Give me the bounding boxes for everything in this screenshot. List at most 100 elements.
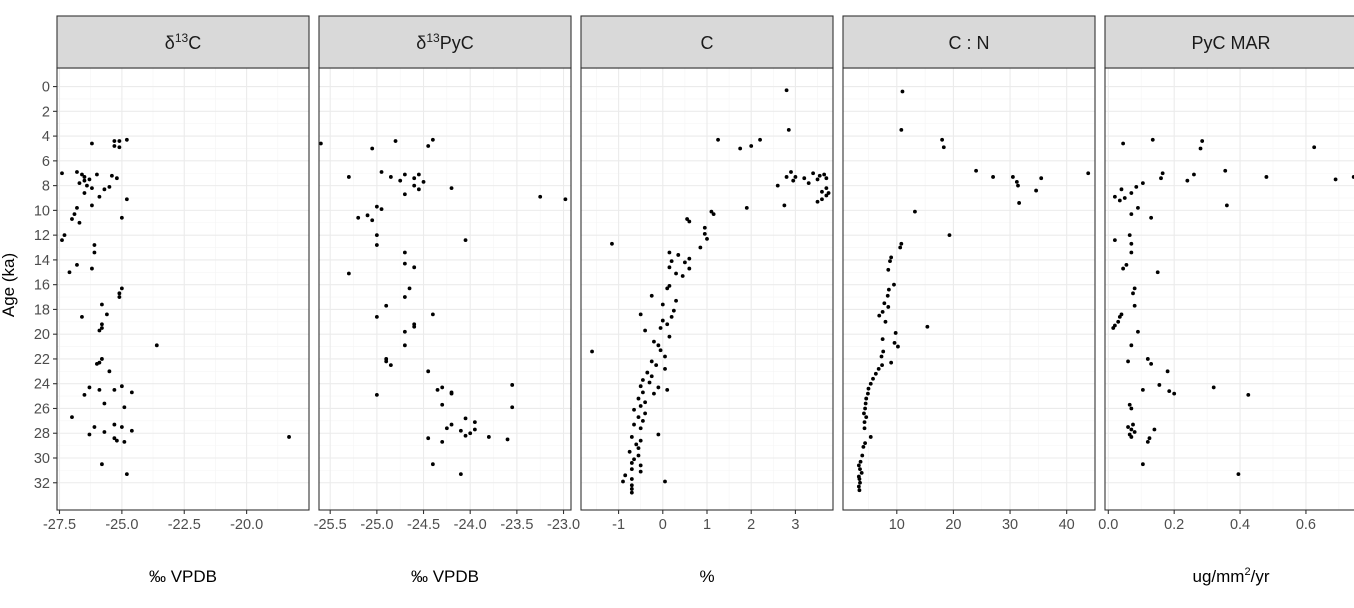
data-point xyxy=(860,453,865,458)
y-tick-label: 26 xyxy=(34,401,50,417)
data-point xyxy=(412,324,417,329)
data-point xyxy=(92,250,97,255)
data-point xyxy=(62,233,67,238)
data-point xyxy=(1200,139,1205,143)
data-point xyxy=(859,470,864,475)
data-point xyxy=(100,322,104,327)
data-point xyxy=(374,204,379,209)
data-point xyxy=(820,189,824,194)
data-point xyxy=(638,438,643,443)
x-tick-label: -27.5 xyxy=(43,517,76,533)
x-tick-label: 20 xyxy=(945,517,961,533)
data-point xyxy=(669,314,674,319)
data-point xyxy=(374,243,379,247)
data-point xyxy=(117,295,122,299)
data-point xyxy=(129,390,134,395)
data-point xyxy=(663,479,667,484)
data-point xyxy=(786,128,791,132)
data-point xyxy=(892,282,896,287)
data-point xyxy=(440,402,445,407)
data-point xyxy=(124,197,129,202)
data-point xyxy=(72,212,77,216)
data-point xyxy=(1167,389,1172,394)
facet-strip-label: C : N xyxy=(948,33,989,53)
data-point xyxy=(90,203,94,208)
data-point xyxy=(1155,270,1160,275)
data-point xyxy=(886,287,891,292)
data-point xyxy=(862,426,867,431)
data-point xyxy=(1136,206,1140,210)
data-point xyxy=(114,176,119,181)
data-point xyxy=(621,479,625,484)
y-tick-label: 30 xyxy=(34,451,50,467)
data-point xyxy=(864,415,869,420)
data-point xyxy=(365,213,370,218)
data-point xyxy=(402,329,407,334)
data-point xyxy=(640,418,645,423)
data-point xyxy=(374,314,379,319)
data-point xyxy=(129,428,134,433)
data-point xyxy=(1117,314,1122,319)
data-point xyxy=(649,293,654,298)
data-point xyxy=(643,328,648,333)
data-point xyxy=(402,295,407,299)
data-point xyxy=(1192,172,1196,177)
data-point xyxy=(863,441,867,446)
data-point xyxy=(974,168,978,173)
data-point xyxy=(1224,203,1229,208)
data-point xyxy=(77,181,82,186)
data-point xyxy=(857,488,862,493)
data-point xyxy=(749,144,754,148)
data-point xyxy=(82,175,87,179)
facet-strip-label: δ13C xyxy=(165,31,201,53)
data-point xyxy=(1129,191,1134,195)
data-point xyxy=(421,180,426,184)
data-point xyxy=(811,171,816,176)
data-point xyxy=(402,343,407,348)
y-tick-label: 18 xyxy=(34,302,50,318)
data-point xyxy=(941,145,946,150)
facet-strip xyxy=(1104,15,1354,69)
data-point xyxy=(660,302,665,307)
data-point xyxy=(70,217,74,221)
facet-panel: δ13C -27.5 -25.0 -22.5 -20.0 ‰ VPDB xyxy=(43,15,310,586)
y-tick-label: 6 xyxy=(42,154,50,170)
data-point xyxy=(67,270,72,275)
facet-strip-label: C xyxy=(701,33,714,53)
data-point xyxy=(793,175,798,179)
data-point xyxy=(647,380,652,385)
data-point xyxy=(632,422,636,427)
data-point xyxy=(1010,175,1015,179)
data-point xyxy=(880,310,885,314)
x-tick-label: -1 xyxy=(612,517,625,533)
data-point xyxy=(1119,187,1124,192)
data-point xyxy=(398,178,403,183)
data-point xyxy=(1223,168,1228,173)
data-point xyxy=(412,265,417,270)
data-point xyxy=(449,391,454,396)
data-point xyxy=(440,440,445,444)
data-point xyxy=(868,435,873,439)
data-point xyxy=(638,469,643,474)
x-tick-label: 40 xyxy=(1059,517,1075,533)
data-point xyxy=(900,89,905,94)
data-point xyxy=(92,425,97,429)
data-point xyxy=(782,203,787,208)
facet-strip xyxy=(580,15,834,69)
data-point xyxy=(426,436,431,441)
data-point xyxy=(449,422,454,427)
data-point xyxy=(656,343,661,348)
data-point xyxy=(815,199,820,204)
data-point xyxy=(563,197,568,202)
y-axis-title: Age (ka) xyxy=(0,253,18,317)
data-point xyxy=(623,473,628,478)
data-point xyxy=(784,175,789,179)
data-point xyxy=(667,250,672,255)
data-point xyxy=(899,241,904,246)
data-point xyxy=(97,194,102,199)
data-point xyxy=(472,420,477,424)
facet-panels: δ13C -27.5 -25.0 -22.5 -20.0 ‰ VPDB δ13PyC -25.… xyxy=(43,15,1354,586)
x-tick-label: -23.0 xyxy=(547,517,580,533)
